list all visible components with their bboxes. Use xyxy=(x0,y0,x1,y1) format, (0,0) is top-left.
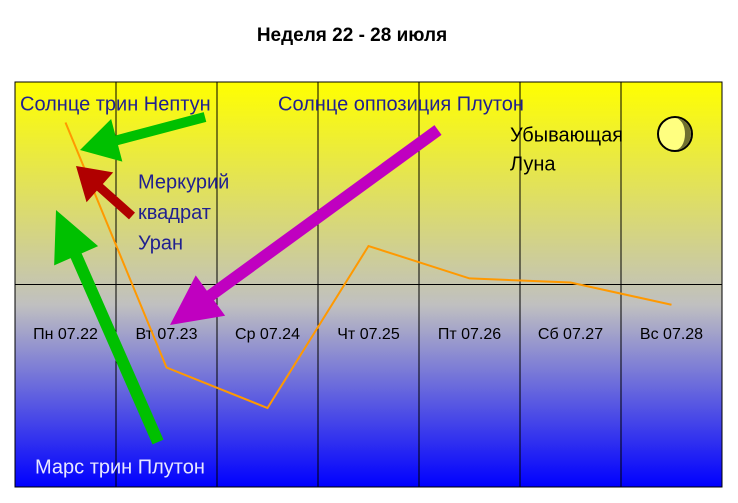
annotation: Луна xyxy=(510,153,556,175)
data-line xyxy=(64,122,672,410)
x-tick-label: Вт 07.23 xyxy=(136,326,198,343)
arrow xyxy=(76,166,135,220)
annotation: Солнце трин Нептун xyxy=(20,93,211,115)
arrow xyxy=(80,112,207,162)
x-tick-label: Пн 07.22 xyxy=(33,326,98,343)
x-tick-label: Вс 07.28 xyxy=(640,326,703,343)
moon-icon xyxy=(657,116,693,152)
arrow xyxy=(170,125,442,325)
annotation: Солнце оппозиция Плутон xyxy=(278,93,524,115)
chart-title: Неделя 22 - 28 июля xyxy=(257,25,447,46)
annotation: квадрат xyxy=(138,202,211,224)
annotation: Убывающая xyxy=(510,124,623,146)
x-tick-label: Сб 07.27 xyxy=(538,326,603,343)
annotation: Марс трин Плутон xyxy=(35,456,205,478)
x-tick-label: Пт 07.26 xyxy=(438,326,501,343)
x-tick-label: Ср 07.24 xyxy=(235,326,300,343)
annotation: Меркурий xyxy=(138,171,229,193)
annotation: Уран xyxy=(138,232,183,254)
arrow xyxy=(54,210,164,445)
x-tick-label: Чт 07.25 xyxy=(337,326,400,343)
